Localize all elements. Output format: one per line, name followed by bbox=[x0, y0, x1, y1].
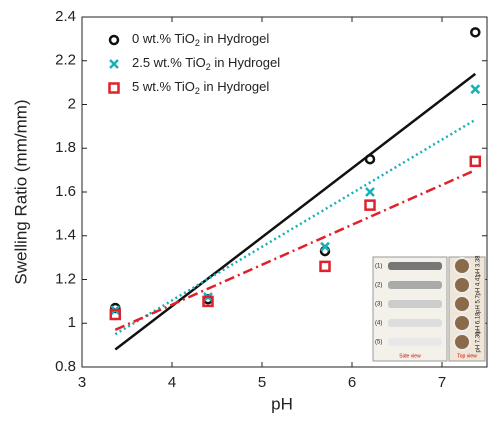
inset-ph-label: pH 7.36 bbox=[476, 331, 482, 353]
data-point bbox=[365, 187, 375, 197]
data-point bbox=[470, 84, 481, 95]
y-tick-label: 2.4 bbox=[55, 8, 76, 25]
legend-marker bbox=[108, 34, 120, 46]
data-point bbox=[319, 260, 331, 273]
y-tick-label: 1.8 bbox=[55, 139, 76, 156]
y-tick-label: 2.2 bbox=[55, 52, 76, 69]
legend-label: 0 wt.% TiO2 in Hydrogel bbox=[132, 31, 269, 48]
inset-disc bbox=[453, 257, 471, 275]
inset-disc bbox=[453, 314, 471, 332]
data-point bbox=[469, 155, 482, 168]
y-tick-label: 1.4 bbox=[55, 227, 76, 244]
inset-row-label: (5) bbox=[375, 340, 382, 346]
inset-row-label: (1) bbox=[375, 264, 382, 270]
y-tick-label: 2 bbox=[68, 95, 76, 112]
fit-line bbox=[114, 168, 476, 331]
inset-row-label: (4) bbox=[375, 321, 382, 327]
inset-ph-label: pH 5.7 bbox=[476, 295, 482, 313]
y-tick-label: 1.6 bbox=[55, 183, 76, 200]
inset-row-label: (2) bbox=[375, 283, 382, 289]
x-tick-label: 5 bbox=[258, 374, 266, 391]
data-point bbox=[364, 153, 376, 165]
inset-sample bbox=[388, 319, 442, 327]
inset-top-label: Top view bbox=[457, 353, 477, 359]
inset-sample bbox=[388, 281, 442, 289]
inset-ph-label: pH 6.18 bbox=[476, 312, 482, 334]
x-tick-label: 3 bbox=[78, 374, 86, 391]
legend-label: 2.5 wt.% TiO2 in Hydrogel bbox=[132, 55, 280, 72]
data-point bbox=[202, 295, 214, 308]
legend-marker bbox=[108, 82, 120, 94]
y-tick-label: 0.8 bbox=[55, 358, 76, 375]
legend-label: 5 wt.% TiO2 in Hydrogel bbox=[132, 79, 269, 96]
inset-sample bbox=[388, 338, 442, 346]
inset-ph-label: pH 4.41 bbox=[476, 274, 482, 296]
legend-marker bbox=[109, 59, 119, 69]
inset-ph-label: pH 3.38 bbox=[476, 255, 482, 277]
x-tick-label: 4 bbox=[168, 374, 176, 391]
inset-sample bbox=[388, 300, 442, 308]
inset-disc bbox=[453, 333, 471, 351]
y-tick-label: 1 bbox=[68, 314, 76, 331]
inset-row-label: (3) bbox=[375, 302, 382, 308]
inset-side-label: Side view bbox=[399, 353, 421, 359]
data-point bbox=[109, 308, 122, 321]
data-point bbox=[364, 199, 376, 211]
data-point bbox=[110, 302, 121, 314]
data-point bbox=[470, 27, 481, 38]
inset-sample bbox=[388, 262, 442, 270]
y-axis-label: Swelling Ratio (mm/mm) bbox=[11, 99, 30, 284]
x-tick-label: 6 bbox=[348, 374, 356, 391]
inset-disc bbox=[453, 295, 471, 313]
inset-disc bbox=[453, 276, 471, 294]
data-point bbox=[320, 241, 330, 252]
y-tick-label: 1.2 bbox=[55, 270, 76, 287]
x-axis-label: pH bbox=[271, 394, 293, 413]
x-tick-label: 7 bbox=[438, 374, 446, 391]
inset-photo: (1) pH 3.38 (2) pH 4.41 (3) pH 5.7 (4) pH 6.18 (… bbox=[372, 255, 486, 362]
